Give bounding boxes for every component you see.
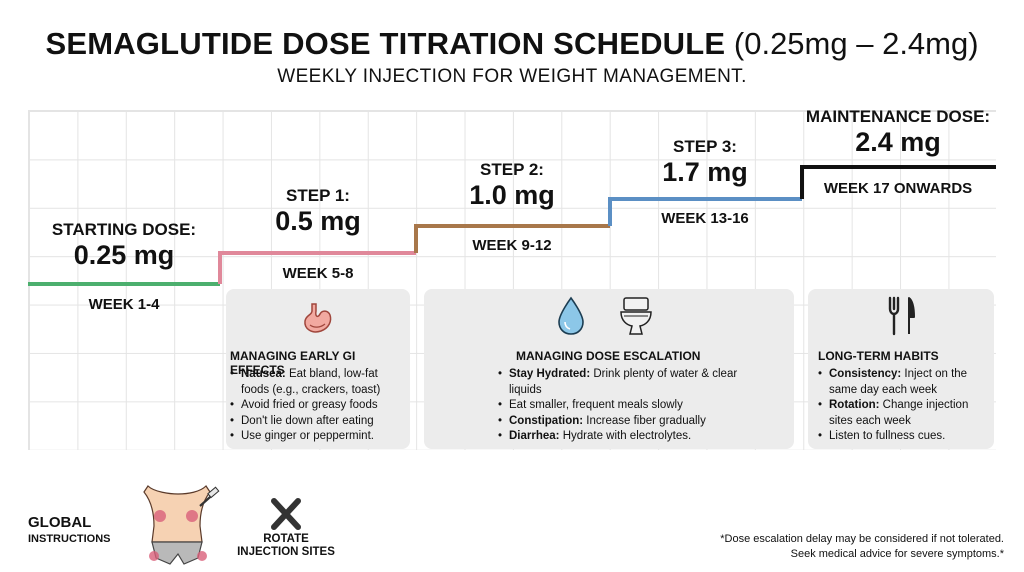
card-title: LONG-TERM HABITS bbox=[818, 349, 939, 363]
list-item: Nausea: Eat bland, low-fat foods (e.g., … bbox=[230, 367, 408, 398]
injection-body-icon bbox=[143, 485, 220, 565]
card-early-gi-effects: MANAGING EARLY GI EFFECTS Nausea: Eat bl… bbox=[226, 289, 410, 449]
dose-step-line bbox=[218, 251, 416, 284]
step-label-3: STEP 3: 1.7 mg bbox=[608, 137, 802, 188]
card-title: MANAGING DOSE ESCALATION bbox=[516, 349, 701, 363]
toilet-icon bbox=[620, 297, 652, 335]
dose-value: 0.25 mg bbox=[73, 240, 175, 270]
week-range-2: WEEK 9-12 bbox=[472, 237, 552, 254]
week-range-starting: WEEK 1-4 bbox=[88, 296, 160, 313]
list-item: Eat smaller, frequent meals slowly bbox=[498, 398, 738, 414]
dose-value: 1.0 mg bbox=[469, 180, 555, 210]
global-instructions-subtitle: INSTRUCTIONS bbox=[28, 533, 111, 545]
week-range-1: WEEK 5-8 bbox=[282, 265, 354, 282]
close-x-icon bbox=[271, 498, 301, 530]
list-item: Avoid fried or greasy foods bbox=[230, 398, 408, 414]
card-dose-escalation: MANAGING DOSE ESCALATION Stay Hydrated: … bbox=[424, 289, 794, 449]
step-label-starting: STARTING DOSE: 0.25 mg bbox=[28, 220, 220, 271]
card-list: Stay Hydrated: Drink plenty of water & c… bbox=[498, 367, 738, 445]
dose-value: 0.5 mg bbox=[275, 206, 361, 236]
dose-step-line bbox=[800, 165, 996, 199]
dose-step-line bbox=[608, 197, 802, 226]
step-label-1: STEP 1: 0.5 mg bbox=[220, 186, 416, 237]
list-item: Listen to fullness cues. bbox=[818, 429, 990, 445]
card-list: Nausea: Eat bland, low-fat foods (e.g., … bbox=[230, 367, 408, 445]
dose-value: 1.7 mg bbox=[662, 157, 748, 187]
step-label-maintenance: MAINTENANCE DOSE: 2.4 mg bbox=[800, 107, 996, 158]
step-label-2: STEP 2: 1.0 mg bbox=[414, 160, 610, 211]
list-item: Use ginger or peppermint. bbox=[230, 429, 408, 445]
list-item: Consistency: Inject on the same day each… bbox=[818, 367, 990, 398]
list-item: Stay Hydrated: Drink plenty of water & c… bbox=[498, 367, 738, 398]
global-instructions-title: GLOBAL bbox=[28, 514, 92, 531]
fork-knife-icon bbox=[888, 296, 915, 336]
list-item: Rotation: Change injection sites each we… bbox=[818, 398, 990, 429]
dose-value: 2.4 mg bbox=[855, 127, 941, 157]
card-list: Consistency: Inject on the same day each… bbox=[818, 367, 990, 445]
footnote: *Dose escalation delay may be considered… bbox=[720, 533, 1004, 560]
water-drop-icon bbox=[558, 296, 584, 335]
page-title: SEMAGLUTIDE DOSE TITRATION SCHEDULE (0.2… bbox=[45, 26, 979, 61]
rotate-label: ROTATE INJECTION SITES bbox=[237, 533, 335, 558]
list-item: Don't lie down after eating bbox=[230, 414, 408, 430]
list-item: Constipation: Increase fiber gradually bbox=[498, 414, 738, 430]
week-range-maintenance: WEEK 17 ONWARDS bbox=[823, 180, 973, 197]
page-subtitle: WEEKLY INJECTION FOR WEIGHT MANAGEMENT. bbox=[277, 66, 747, 87]
week-range-3: WEEK 13-16 bbox=[661, 210, 749, 227]
list-item: Diarrhea: Hydrate with electrolytes. bbox=[498, 429, 738, 445]
stomach-icon bbox=[304, 303, 332, 333]
card-long-term-habits: LONG-TERM HABITS Consistency: Inject on … bbox=[808, 289, 994, 449]
dose-step-line bbox=[414, 224, 610, 253]
